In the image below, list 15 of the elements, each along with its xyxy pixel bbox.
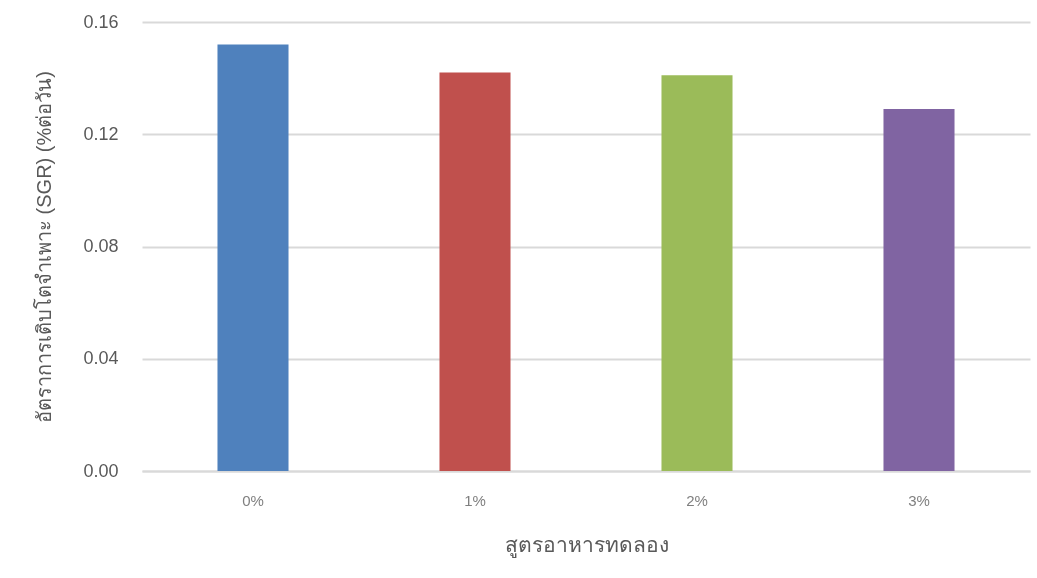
x-tick-label: 1%	[464, 491, 486, 509]
bar	[661, 75, 733, 471]
x-tick-label: 2%	[686, 491, 708, 509]
y-tick-label: 0.04	[83, 348, 119, 369]
bar	[217, 44, 289, 471]
y-tick-label: 0.00	[83, 460, 119, 481]
bar	[883, 108, 955, 471]
x-tick-label: 3%	[908, 491, 930, 509]
x-tick-label: 0%	[242, 491, 264, 509]
y-axis-title: อัตราการเติบโตจำเพาะ (SGR) (%ต่อวัน)	[33, 71, 56, 423]
y-tick-label: 0.16	[83, 11, 119, 32]
x-axis-title: สูตรอาหารทดลอง	[504, 532, 669, 558]
bar	[439, 72, 511, 471]
y-tick-label: 0.08	[83, 236, 119, 256]
y-tick-label: 0.12	[83, 123, 119, 144]
